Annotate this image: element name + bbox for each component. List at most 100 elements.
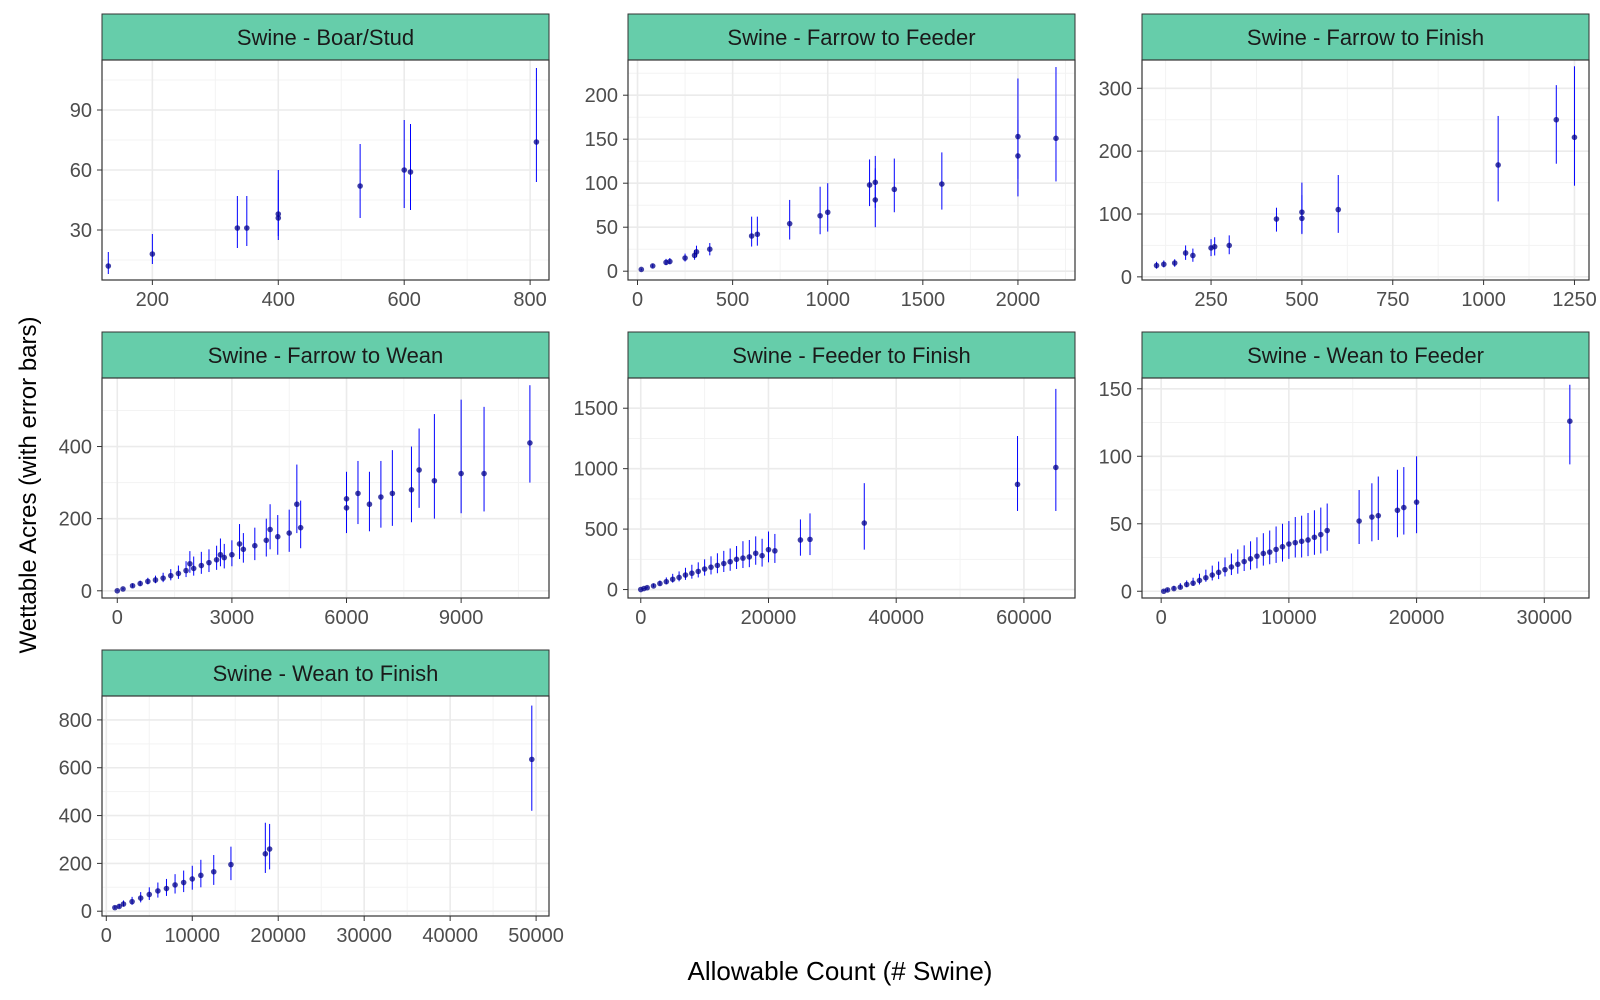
data-point (1226, 242, 1233, 249)
data-point (752, 550, 759, 557)
data-point (689, 570, 695, 577)
data-point (1286, 541, 1292, 547)
data-point (266, 846, 273, 852)
data-point (667, 258, 673, 265)
data-point (408, 487, 415, 493)
data-point (824, 209, 831, 216)
y-tick-label: 0 (607, 261, 618, 283)
data-point (682, 572, 689, 578)
data-point (529, 756, 535, 763)
x-axis-title: Allowable Count (# Swine) (688, 956, 993, 986)
data-point (213, 556, 220, 563)
data-point (533, 139, 540, 145)
data-point (160, 575, 166, 581)
panel-border (627, 59, 1076, 281)
x-tick-label: 6000 (324, 607, 369, 629)
data-point (714, 562, 721, 569)
data-point (1571, 134, 1578, 141)
facet-panel: Swine - Wean to Finish 0 10000 20000 30000 40… (59, 649, 564, 947)
facet-strip (627, 13, 1076, 61)
data-point (114, 587, 121, 594)
x-tick-label: 750 (1376, 289, 1409, 311)
data-point (746, 554, 753, 560)
x-tick-label: 500 (1285, 289, 1318, 311)
facet-title: Swine - Feeder to Finish (732, 343, 970, 368)
data-point (189, 876, 196, 882)
data-point (152, 577, 159, 583)
facet-title: Swine - Boar/Stud (237, 25, 414, 50)
data-point (236, 541, 243, 547)
facet-panel: Swine - Wean to Feeder 0 10000 20000 30000 0 5… (1099, 331, 1590, 629)
data-point (1228, 564, 1235, 570)
x-tick-label: 9000 (439, 607, 484, 629)
x-tick-label: 0 (635, 607, 646, 629)
data-point (416, 467, 422, 473)
data-point (733, 556, 740, 563)
x-tick-label: 20000 (250, 925, 306, 947)
data-point (657, 580, 663, 587)
data-point (1203, 574, 1209, 581)
facet-title: Swine - Wean to Finish (213, 661, 439, 686)
data-point (120, 586, 126, 592)
data-point (129, 582, 136, 589)
data-point (772, 548, 778, 554)
data-point (1241, 558, 1247, 565)
data-point (357, 183, 363, 189)
data-point (1413, 499, 1420, 505)
data-point (1298, 538, 1305, 545)
facet-panel: Swine - Feeder to Finish 0 20000 40000 60000… (574, 331, 1076, 629)
data-point (649, 263, 656, 269)
panel-background (102, 378, 549, 598)
x-tick-label: 0 (101, 925, 112, 947)
y-tick-label: 0 (81, 901, 92, 923)
x-tick-label: 0 (1156, 607, 1167, 629)
data-point (431, 477, 438, 484)
data-point (1495, 162, 1501, 168)
y-tick-label: 60 (70, 160, 92, 182)
data-point (221, 554, 228, 561)
panel-border (101, 59, 550, 281)
x-tick-label: 30000 (336, 925, 392, 947)
y-tick-label: 50 (596, 217, 618, 239)
data-point (1401, 504, 1407, 511)
y-tick-label: 150 (1099, 379, 1132, 401)
data-point (1053, 464, 1059, 471)
y-tick-label: 90 (70, 100, 92, 122)
data-point (1394, 507, 1401, 514)
data-point (275, 215, 282, 221)
x-tick-label: 10000 (1261, 607, 1317, 629)
panel-background (1142, 60, 1589, 280)
data-point (866, 182, 873, 188)
data-point (695, 568, 702, 575)
data-point (1369, 514, 1375, 520)
x-tick-label: 20000 (1389, 607, 1445, 629)
data-point (708, 564, 714, 570)
data-point (198, 562, 205, 569)
data-point (217, 551, 224, 558)
data-point (765, 546, 772, 553)
x-tick-label: 2000 (996, 289, 1041, 311)
data-point (1183, 581, 1190, 588)
facet-strip (1141, 331, 1590, 379)
y-tick-label: 100 (1099, 446, 1132, 468)
y-tick-label: 500 (585, 519, 618, 541)
y-axis-title: Wettable Acres (with error bars) (15, 317, 42, 654)
y-tick-label: 1500 (574, 398, 619, 420)
data-point (807, 536, 813, 543)
data-point (286, 530, 293, 536)
data-point (693, 249, 700, 255)
data-point (1299, 209, 1305, 215)
data-point (669, 576, 676, 583)
data-point (1182, 250, 1189, 256)
panel-background (102, 696, 549, 916)
y-tick-label: 200 (59, 853, 92, 875)
panel-border (627, 377, 1076, 599)
x-tick-label: 250 (1194, 289, 1227, 311)
data-point (401, 167, 407, 173)
data-point (644, 584, 650, 591)
data-point (1209, 572, 1216, 578)
x-tick-label: 500 (716, 289, 749, 311)
data-point (748, 233, 755, 239)
data-point (343, 496, 350, 502)
